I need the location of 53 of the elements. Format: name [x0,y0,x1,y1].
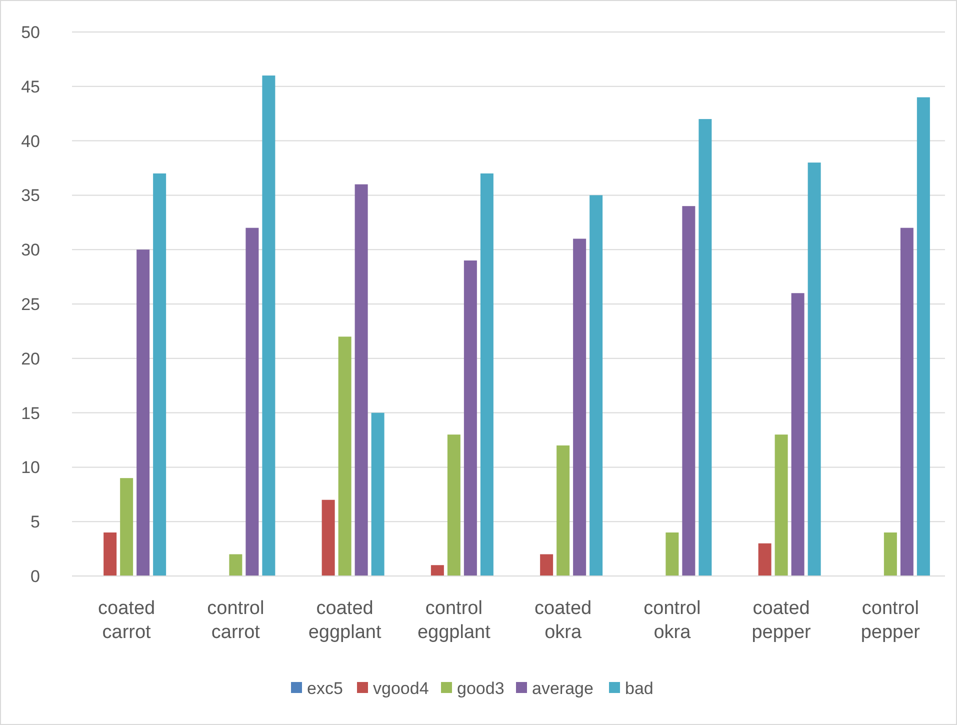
y-tick-label: 45 [21,77,40,96]
x-tick-label: coated okra [534,598,592,643]
bar [916,97,930,576]
bar [371,412,384,576]
x-tick-label: control eggplant [417,598,492,643]
bar [590,195,603,576]
x-tick-label: coated carrot [98,598,156,643]
x-tick-label: control carrot [207,598,264,643]
bar [884,532,897,576]
bar [338,336,352,576]
bar [153,173,166,576]
x-tick-label: control okra [644,598,701,643]
legend-label: vgood4 [373,678,429,698]
bar [900,228,914,576]
bar [120,478,134,576]
bar [791,293,804,576]
y-tick-label: 10 [21,458,40,478]
x-tick-label: control pepper [860,598,921,643]
y-tick-label: 5 [30,512,40,532]
bar [540,554,554,576]
y-tick-label: 40 [21,132,40,151]
bar [430,565,444,576]
y-tick-label: 30 [21,240,40,260]
bar [354,184,368,576]
bar [698,119,712,576]
y-tick-label: 50 [21,22,40,42]
bar [246,228,259,576]
y-tick-label: 25 [21,294,40,314]
legend-label: average [532,678,594,698]
y-tick-label: 15 [21,404,40,423]
bar [322,500,335,576]
bar [262,76,276,576]
legend-label: good3 [457,678,504,698]
x-tick-label: coated eggplant [308,598,382,643]
bar [104,532,117,576]
bar [808,162,821,576]
y-tick-label: 35 [21,186,40,206]
y-tick-label: 0 [30,566,40,586]
bar [447,434,460,576]
bar [229,554,242,576]
bar [682,206,696,576]
bar [556,445,570,576]
legend-label: exc5 [307,678,343,698]
bar [774,434,788,576]
bar [464,260,477,576]
bar [136,250,150,576]
bar [480,173,494,576]
x-tick-label: coated pepper [752,598,812,643]
y-tick-label: 20 [21,349,40,368]
bar [758,543,772,576]
bar [666,532,679,576]
legend-label: bad [625,678,654,698]
bar [573,238,586,576]
